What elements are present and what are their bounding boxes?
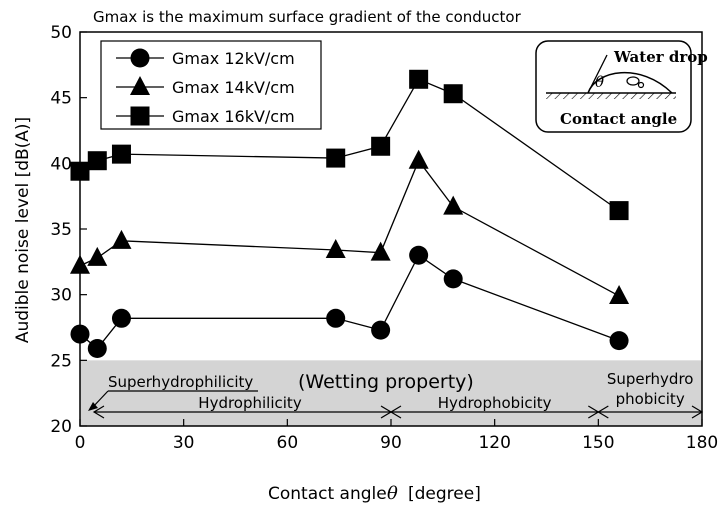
legend: Gmax 12kV/cm Gmax 14kV/cm Gmax 16kV/cm bbox=[101, 41, 321, 129]
series-line bbox=[80, 255, 619, 348]
data-point bbox=[609, 285, 629, 304]
data-point bbox=[87, 247, 107, 266]
region-label: Hydrophilicity bbox=[198, 394, 302, 412]
region-label: Hydrophobicity bbox=[438, 394, 552, 412]
x-tick-label: 180 bbox=[686, 433, 718, 453]
x-tick-label: 60 bbox=[277, 433, 299, 453]
data-point bbox=[443, 196, 463, 215]
legend-marker bbox=[131, 49, 150, 68]
region-label: phobicity bbox=[616, 390, 685, 408]
y-axis-label: Audible noise level [dB(A)] bbox=[13, 117, 33, 343]
data-point bbox=[326, 309, 345, 328]
band-title: (Wetting property) bbox=[298, 371, 474, 393]
y-tick-label: 45 bbox=[50, 89, 72, 109]
region-label: Superhydro bbox=[607, 370, 694, 388]
x-tick-label: 90 bbox=[380, 433, 402, 453]
x-tick-label: 120 bbox=[478, 433, 510, 453]
legend-marker bbox=[131, 107, 150, 126]
contact-angle-inset: Water drop θ Contact angle bbox=[536, 41, 708, 132]
surface-hatch bbox=[546, 93, 676, 99]
x-tick-label: 30 bbox=[173, 433, 195, 453]
y-tick-label: 20 bbox=[50, 417, 72, 437]
inset-angle-symbol: θ bbox=[595, 73, 604, 91]
data-point bbox=[326, 239, 346, 258]
data-point bbox=[71, 325, 90, 344]
legend-label: Gmax 14kV/cm bbox=[172, 78, 295, 97]
series-1 bbox=[71, 246, 629, 358]
data-point bbox=[610, 201, 629, 220]
inset-top-label: Water drop bbox=[613, 48, 708, 66]
x-axis-symbol: θ bbox=[387, 483, 398, 504]
y-tick-label: 40 bbox=[50, 154, 72, 174]
data-point bbox=[444, 84, 463, 103]
x-tick-label: 0 bbox=[75, 433, 86, 453]
data-point bbox=[70, 255, 90, 274]
x-tick-label: 150 bbox=[582, 433, 614, 453]
data-point bbox=[88, 151, 107, 170]
data-point bbox=[409, 70, 428, 89]
inset-bottom-label: Contact angle bbox=[560, 110, 677, 128]
legend-label: Gmax 12kV/cm bbox=[172, 49, 295, 68]
data-point bbox=[371, 242, 391, 261]
data-point bbox=[71, 162, 90, 181]
data-point bbox=[112, 309, 131, 328]
data-point bbox=[371, 321, 390, 340]
data-point bbox=[371, 137, 390, 156]
data-point bbox=[88, 339, 107, 358]
series-line bbox=[80, 161, 619, 296]
data-point bbox=[444, 269, 463, 288]
y-tick-label: 30 bbox=[50, 286, 72, 306]
data-point bbox=[111, 230, 131, 249]
data-point bbox=[409, 246, 428, 265]
data-point bbox=[326, 149, 345, 168]
y-tick-label: 35 bbox=[50, 220, 72, 240]
x-axis-label: Contact angle bbox=[268, 484, 387, 504]
x-axis-unit: [degree] bbox=[408, 484, 481, 504]
chart-title: Gmax is the maximum surface gradient of … bbox=[93, 8, 522, 26]
series-2 bbox=[70, 150, 629, 304]
y-tick-label: 25 bbox=[50, 351, 72, 371]
data-point bbox=[610, 331, 629, 350]
data-point bbox=[112, 145, 131, 164]
y-tick-label: 50 bbox=[50, 23, 72, 43]
data-point bbox=[409, 150, 429, 169]
region-label: Superhydrophilicity bbox=[108, 373, 253, 391]
legend-label: Gmax 16kV/cm bbox=[172, 107, 295, 126]
